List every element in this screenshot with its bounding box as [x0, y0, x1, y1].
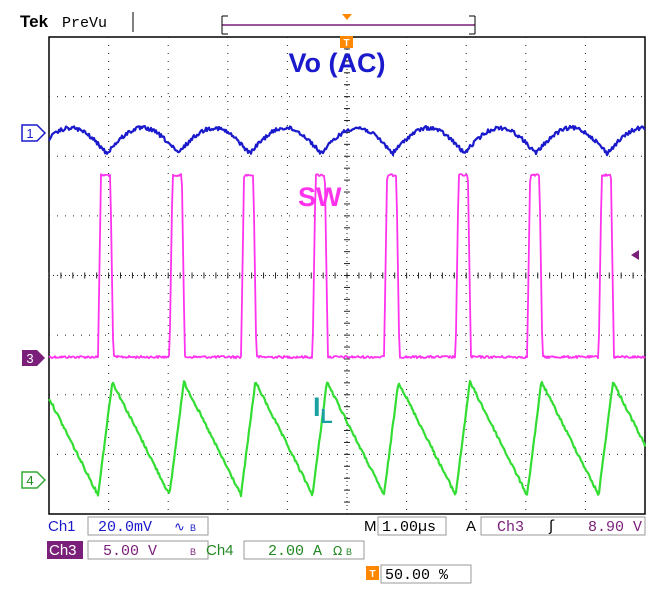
trigger-position-icon-box	[366, 566, 379, 580]
ch3-ground-marker[interactable]: 3	[22, 350, 45, 366]
record-position-bar	[221, 14, 476, 35]
trigger-box[interactable]	[480, 516, 646, 536]
ch4-bw-limit-icon: B	[346, 547, 352, 557]
mode-label: PreVu	[62, 15, 107, 32]
ch1-scale-box[interactable]	[87, 516, 209, 536]
trigger-position-value: 50.00 %	[385, 567, 449, 584]
ch1-vo-trace	[48, 124, 646, 157]
ch3-sw-trace	[48, 173, 646, 360]
ch4-il-trace	[48, 379, 647, 498]
ch4-ohm-icon: Ω	[333, 544, 342, 558]
ch4-scale-value: 2.00 A	[268, 543, 322, 560]
svg-text:4: 4	[26, 473, 33, 488]
ch4-readout-label: Ch4	[206, 542, 234, 559]
ch3-label-badge	[47, 541, 83, 559]
ch4-scale-box[interactable]	[243, 540, 365, 560]
trigger-marker-top: T	[340, 36, 353, 49]
sw-label: SW	[298, 182, 342, 212]
ch3-scale-box[interactable]	[87, 540, 209, 560]
ch3-scale-value: 5.00 V	[103, 543, 157, 560]
trigger-slope-icon: ʃ	[548, 517, 555, 535]
vo-ac-label: Vo (AC)	[289, 48, 386, 78]
ch4-ground-marker[interactable]: 4	[21, 471, 47, 489]
trigger-level: 8.90 V	[588, 519, 642, 536]
ch1-readout-label: Ch1	[48, 518, 76, 535]
ch3-readout-label: Ch3	[49, 542, 77, 559]
ch3-bw-limit-icon: B	[190, 547, 196, 557]
brand-logo: Tek	[20, 12, 49, 31]
ch1-bw-limit-icon: B	[190, 523, 196, 533]
timebase-value: 1.00µs	[382, 519, 436, 536]
trigger-level-arrow	[631, 250, 639, 260]
trigger-position-icon: T	[369, 569, 375, 580]
trigger-source: Ch3	[497, 519, 524, 536]
ch1-ground-marker[interactable]: 1	[21, 124, 47, 142]
trigger-mode: A	[466, 518, 476, 535]
svg-text:1: 1	[26, 126, 33, 141]
timebase-box[interactable]	[377, 516, 447, 536]
svg-text:3: 3	[26, 351, 33, 366]
timebase-label: M	[364, 518, 377, 535]
ch1-ac-coupling-icon: ∿	[174, 520, 185, 535]
ch1-scale-value: 20.0mV	[98, 519, 152, 536]
svg-text:T: T	[343, 38, 349, 49]
il-label: IL	[313, 392, 333, 428]
trigger-position-box[interactable]	[380, 564, 472, 584]
